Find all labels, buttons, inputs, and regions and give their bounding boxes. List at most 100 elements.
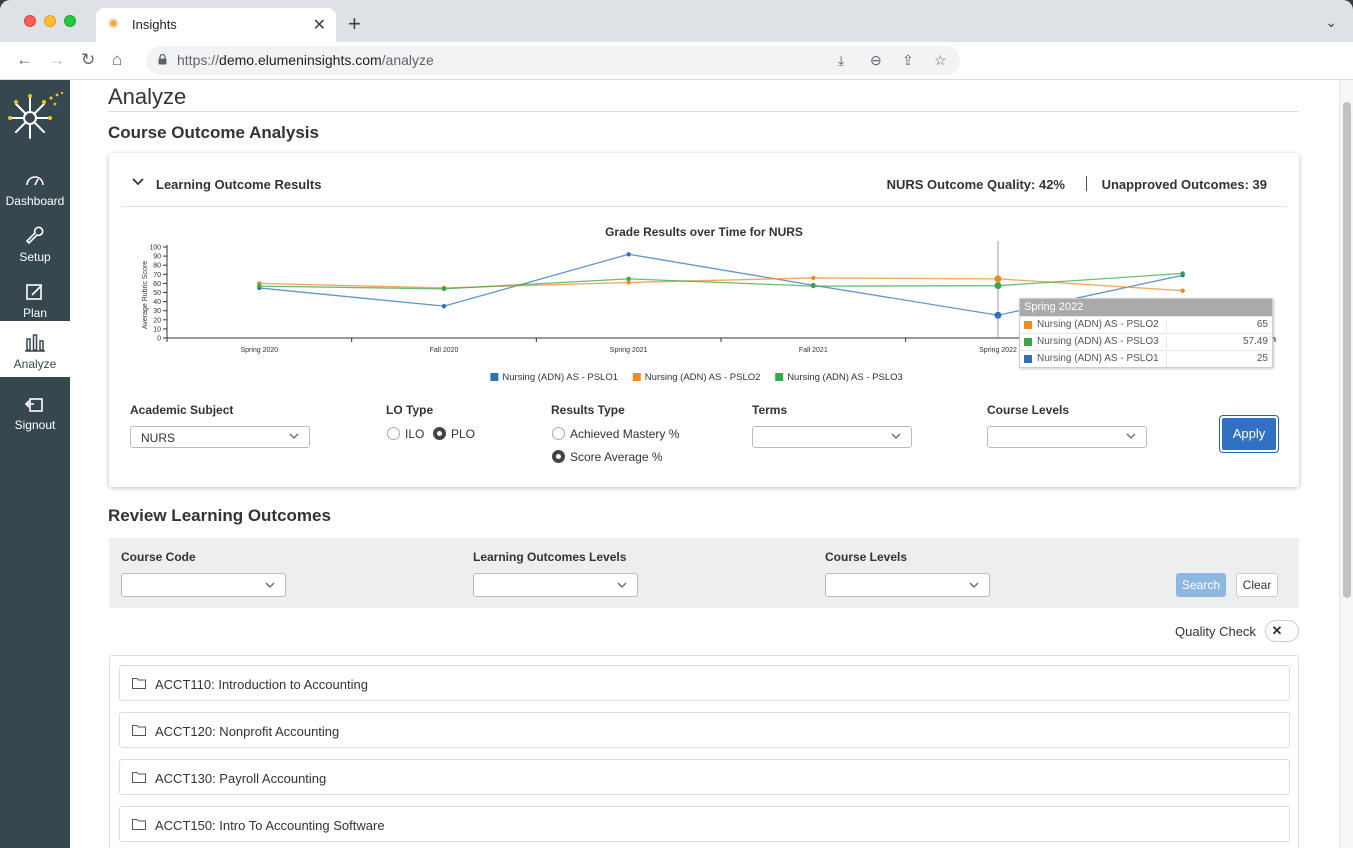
elumen-logo [8,91,64,139]
x-tick-label: Fall 2020 [430,347,459,354]
chart-title: Grade Results over Time for NURS [605,225,803,239]
review-filter-panel: Course Code Learning Outcomes Levels Cou… [109,538,1299,608]
clear-button[interactable]: Clear [1236,573,1278,597]
address-bar[interactable]: https://demo.elumeninsights.com/analyze … [146,46,960,75]
tooltip-row: Nursing (ADN) AS - PSLO2 65 [1020,316,1272,333]
quality-check-toggle[interactable]: ✕ [1265,620,1299,642]
chevron-down-icon[interactable] [131,177,145,187]
y-tick-label: 30 [153,308,161,315]
course-code-label: Course Code [121,550,196,564]
course-item[interactable]: ACCT110: Introduction to Accounting [119,665,1290,701]
minimize-window-button[interactable] [44,15,56,27]
data-point [257,283,262,289]
toggle-off-icon: ✕ [1268,622,1286,640]
series-line [259,277,1183,292]
tab-close-icon[interactable]: ✕ [312,17,326,34]
tab-title: Insights [132,17,177,32]
folder-icon [132,725,146,736]
legend-label: Nursing (ADN) AS - PSLO1 [502,372,618,383]
browser-tab[interactable]: ✺ Insights ✕ [96,8,336,42]
results-type-label: Results Type [551,403,625,417]
y-tick-label: 10 [153,326,161,333]
course-item[interactable]: ACCT150: Intro To Accounting Software [119,806,1290,842]
course-name: ACCT120: Nonprofit Accounting [155,724,340,739]
lock-icon [158,54,167,65]
course-name: ACCT130: Payroll Accounting [155,771,327,786]
course-item[interactable]: ACCT130: Payroll Accounting [119,759,1290,795]
maximize-window-button[interactable] [64,15,76,27]
tab-search-chevron-icon[interactable]: ⌄ [1325,14,1337,30]
zoom-icon[interactable]: ⊖ [870,52,882,68]
sidebar-item-analyze[interactable]: Analyze [0,321,70,377]
y-tick-label: 100 [149,245,161,252]
tooltip-value: 25 [1256,353,1268,364]
back-arrow-icon[interactable]: ← [16,50,33,69]
x-tick-label: Spring 2020 [240,347,278,354]
lo-type-label: LO Type [386,403,434,417]
y-tick-label: 0 [157,336,161,343]
install-icon[interactable]: ⤓ [838,52,845,68]
terms-select[interactable] [752,426,912,448]
home-icon[interactable]: ⌂ [112,50,123,69]
scrollbar-thumb[interactable] [1343,102,1351,598]
data-point [441,303,447,309]
sidebar: Dashboard Setup Plan Analyze Signout [0,80,70,848]
section-heading-review-learning-outcomes: Review Learning Outcomes [108,506,331,525]
data-point [811,275,816,281]
academic-subject-select[interactable]: NURS [130,426,310,448]
bookmark-star-icon[interactable]: ☆ [934,52,947,68]
course-levels-select[interactable] [987,426,1147,448]
tooltip-series-name: Nursing (ADN) AS - PSLO3 [1037,336,1167,350]
new-tab-button[interactable]: + [348,11,361,36]
share-icon[interactable]: ⇪ [902,52,914,68]
folder-icon [132,772,146,783]
card-title[interactable]: Learning Outcome Results [156,177,322,192]
title-divider [108,111,1299,112]
sidebar-item-setup[interactable]: Setup [0,220,70,272]
tooltip-series-name: Nursing (ADN) AS - PSLO1 [1037,353,1167,367]
tooltip-title: Spring 2022 [1020,299,1272,316]
legend-swatch [632,373,641,381]
data-point [994,275,1002,283]
favicon-icon: ✺ [108,16,119,31]
sidebar-item-label: Setup [19,250,51,264]
unapproved-outcomes-kpi: Unapproved Outcomes: 39 [1101,177,1267,192]
forward-arrow-icon[interactable]: → [48,50,65,69]
lo-levels-label: Learning Outcomes Levels [473,550,627,564]
x-tick-label: Spring 2022 [979,347,1017,354]
gauge-icon [26,176,44,186]
outcome-quality-kpi: NURS Outcome Quality: 42% [886,177,1065,192]
data-point [626,276,631,282]
academic-subject-label: Academic Subject [130,403,234,417]
y-tick-label: 40 [153,299,161,306]
learning-outcome-results-card: Learning Outcome Results NURS Outcome Qu… [109,153,1299,487]
radio-circle [552,450,565,463]
academic-subject-value: NURS [141,431,176,445]
y-axis-label: Average Rubric Score [142,261,149,329]
sidebar-item-label: Dashboard [5,194,65,208]
results-type-radio-mastery[interactable]: Achieved Mastery % [552,427,679,441]
results-type-radio-score-average[interactable]: Score Average % [552,450,663,464]
browser-chrome: ✺ Insights ✕ + ⌄ ← → ↻ ⌂ https://demo.el… [0,0,1353,80]
lo-levels-select[interactable] [473,573,638,597]
legend-label: Nursing (ADN) AS - PSLO3 [787,372,903,383]
review-course-levels-select[interactable] [825,573,990,597]
course-levels-label: Course Levels [987,403,1070,417]
sidebar-item-plan[interactable]: Plan [0,276,70,328]
page-scrollbar[interactable] [1339,80,1353,848]
reload-icon[interactable]: ↻ [81,50,96,69]
sidebar-item-signout[interactable]: Signout [0,388,70,440]
search-button[interactable]: Search [1176,573,1226,597]
apply-button[interactable]: Apply [1219,415,1279,453]
lo-type-radio-plo[interactable]: PLO [433,427,475,441]
radio-circle [433,427,446,440]
data-point [626,280,631,285]
tooltip-value: 65 [1256,319,1268,330]
sidebar-item-dashboard[interactable]: Dashboard [0,164,70,216]
course-item[interactable]: ACCT120: Nonprofit Accounting [119,712,1290,748]
lo-type-radio-ilo[interactable]: ILO [387,427,424,441]
data-point [994,311,1002,319]
course-code-select[interactable] [121,573,286,597]
tooltip-value: 57.49 [1242,336,1268,347]
close-window-button[interactable] [24,15,36,27]
